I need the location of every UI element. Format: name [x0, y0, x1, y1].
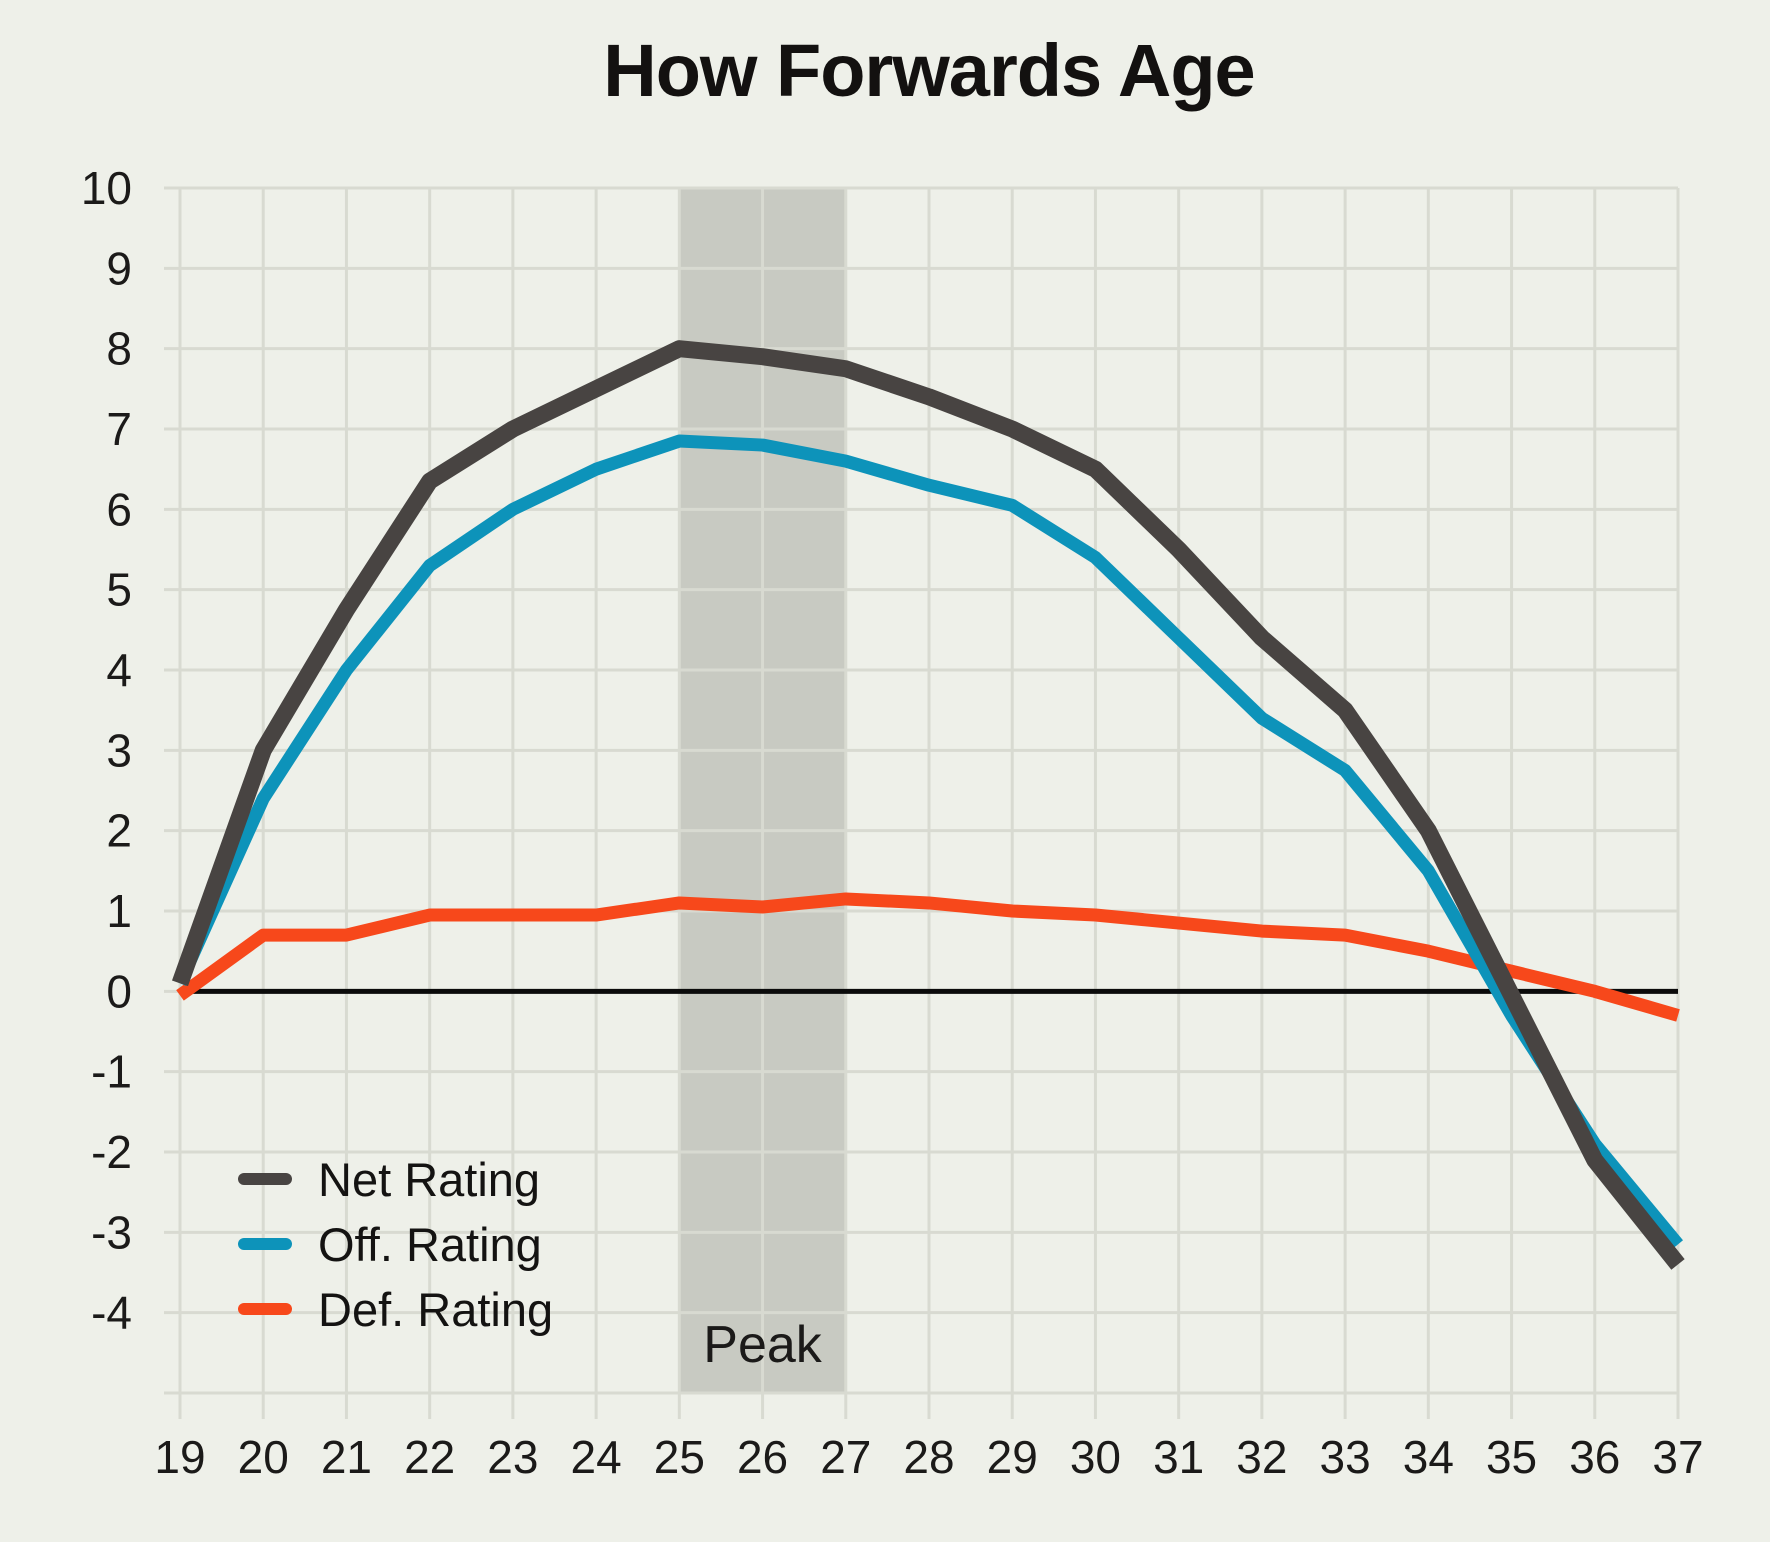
y-axis-label: 10: [81, 162, 132, 214]
x-axis-label: 26: [737, 1431, 788, 1483]
x-axis-label: 19: [154, 1431, 205, 1483]
def-rating-swatch: [238, 1303, 292, 1315]
y-axis-label: -2: [91, 1126, 132, 1178]
legend: Net Rating Off. Rating Def. Rating: [238, 1152, 553, 1336]
def-ratingline: [176, 892, 1680, 1022]
net-rating-swatch: [238, 1173, 292, 1185]
x-axis-label: 36: [1569, 1431, 1620, 1483]
legend-item-net-rating: Net Rating: [238, 1152, 553, 1206]
x-axis-label: 28: [903, 1431, 954, 1483]
y-axis-label: 5: [106, 564, 132, 616]
legend-label-off-rating: Off. Rating: [318, 1217, 542, 1271]
y-axis-label: 0: [106, 965, 132, 1017]
off-ratingline: [174, 434, 1684, 1249]
y-axis-label: 2: [106, 805, 132, 857]
x-axis-label: 35: [1486, 1431, 1537, 1483]
peak-label: Peak: [703, 1316, 823, 1374]
y-axis-label: 3: [106, 724, 132, 776]
y-axis-label: 8: [106, 323, 132, 375]
x-axis-label: 27: [820, 1431, 871, 1483]
net-ratingline: [171, 340, 1685, 1270]
x-axis-label: 29: [987, 1431, 1038, 1483]
y-axis-label: -3: [91, 1206, 132, 1258]
off-rating-swatch: [238, 1238, 292, 1250]
y-axis-label: 1: [106, 885, 132, 937]
legend-item-def-rating: Def. Rating: [238, 1282, 553, 1336]
x-axis-label: 21: [321, 1431, 372, 1483]
legend-label-def-rating: Def. Rating: [318, 1282, 554, 1336]
y-axis-label: -4: [91, 1287, 132, 1339]
y-axis-label: 6: [106, 483, 132, 535]
y-axis-label: -1: [91, 1046, 132, 1098]
legend-label-net-rating: Net Rating: [318, 1152, 541, 1206]
x-axis-label: 32: [1236, 1431, 1287, 1483]
y-axis-label: 7: [106, 403, 132, 455]
x-axis-label: 25: [654, 1431, 705, 1483]
x-axis-label: 34: [1403, 1431, 1454, 1483]
x-axis-label: 30: [1070, 1431, 1121, 1483]
x-axis-label: 20: [238, 1431, 289, 1483]
x-axis-label: 33: [1320, 1431, 1371, 1483]
legend-item-off-rating: Off. Rating: [238, 1217, 553, 1271]
y-axis-label: 4: [106, 644, 132, 696]
x-axis-label: 31: [1153, 1431, 1204, 1483]
y-axis-label: 9: [106, 242, 132, 294]
chart-title: How Forwards Age: [603, 29, 1255, 112]
x-axis-label: 23: [487, 1431, 538, 1483]
x-axis-label: 24: [571, 1431, 622, 1483]
x-axis-label: 22: [404, 1431, 455, 1483]
x-axis-label: 37: [1652, 1431, 1703, 1483]
